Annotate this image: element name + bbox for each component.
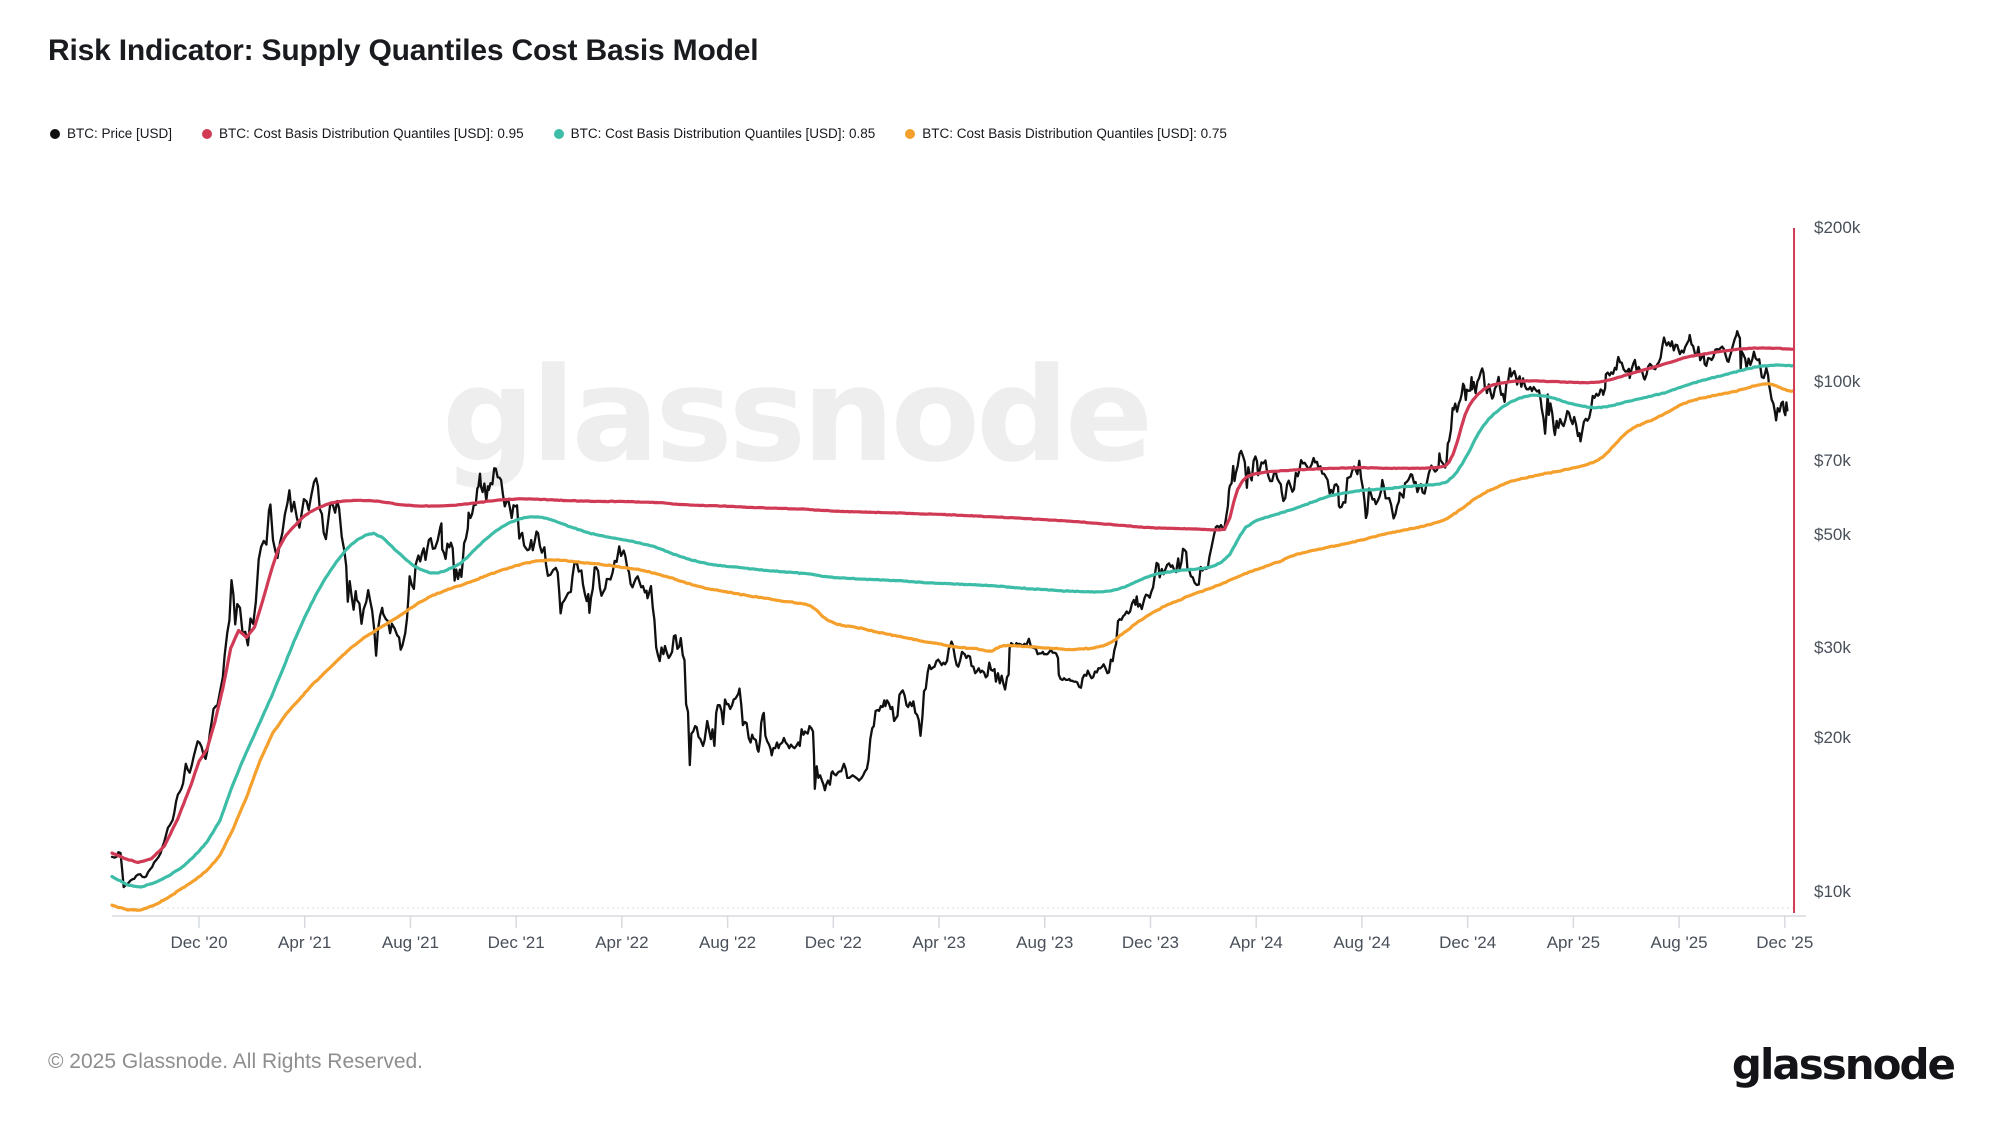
y-tick-label: $200k xyxy=(1814,218,1861,237)
series-2-line xyxy=(110,363,1795,889)
legend-label: BTC: Cost Basis Distribution Quantiles [… xyxy=(570,126,876,141)
legend-label: BTC: Price [USD] xyxy=(67,126,173,141)
x-tick-label: Apr '24 xyxy=(1229,933,1283,952)
x-tick-label: Dec '21 xyxy=(487,933,545,952)
legend-dot-icon xyxy=(905,128,916,139)
x-tick-label: Apr '25 xyxy=(1546,933,1601,952)
x-tick-label: Dec '22 xyxy=(804,933,862,952)
legend-label: BTC: Cost Basis Distribution Quantiles [… xyxy=(219,126,524,141)
series-3-line xyxy=(110,382,1795,912)
copyright-text: © 2025 Glassnode. All Rights Reserved. xyxy=(48,1050,424,1073)
legend-dot-icon xyxy=(50,128,60,139)
y-tick-label: $30k xyxy=(1814,638,1851,658)
glassnode-logo: glassnode xyxy=(1731,1040,1956,1089)
y-tick-label: $50k xyxy=(1814,525,1851,545)
legend-item-3[interactable]: BTC: Cost Basis Distribution Quantiles [… xyxy=(905,126,1227,141)
y-tick-label: $70k xyxy=(1814,450,1851,470)
legend-item-1[interactable]: BTC: Cost Basis Distribution Quantiles [… xyxy=(202,126,524,141)
x-tick-label: Dec '23 xyxy=(1121,933,1180,952)
y-tick-label: $20k xyxy=(1814,728,1851,747)
x-tick-label: Aug '22 xyxy=(699,933,757,952)
legend: BTC: Price [USD] BTC: Cost Basis Distribu… xyxy=(50,126,1227,141)
x-tick-label: Dec '20 xyxy=(170,933,228,952)
x-tick-label: Aug '24 xyxy=(1333,933,1391,952)
legend-item-2[interactable]: BTC: Cost Basis Distribution Quantiles [… xyxy=(553,126,876,141)
series-1-line xyxy=(110,346,1795,865)
legend-label: BTC: Cost Basis Distribution Quantiles [… xyxy=(922,126,1227,141)
legend-item-0[interactable]: BTC: Price [USD] xyxy=(50,126,172,141)
y-tick-label: $10k xyxy=(1814,881,1851,901)
x-tick-label: Aug '25 xyxy=(1650,933,1708,952)
x-tick-label: Apr '21 xyxy=(278,933,332,952)
page-title: Risk Indicator: Supply Quantiles Cost Ba… xyxy=(48,34,759,67)
y-tick-label: $100k xyxy=(1814,371,1861,391)
legend-dot-icon xyxy=(202,128,213,139)
x-tick-label: Dec '25 xyxy=(1756,933,1814,952)
x-tick-label: Aug '23 xyxy=(1016,933,1074,952)
legend-dot-icon xyxy=(553,128,564,139)
x-tick-label: Dec '24 xyxy=(1439,933,1497,952)
x-tick-label: Apr '22 xyxy=(595,933,649,952)
x-tick-label: Apr '23 xyxy=(912,933,966,952)
x-tick-label: Aug '21 xyxy=(381,933,439,952)
series-0-line xyxy=(110,330,1789,889)
